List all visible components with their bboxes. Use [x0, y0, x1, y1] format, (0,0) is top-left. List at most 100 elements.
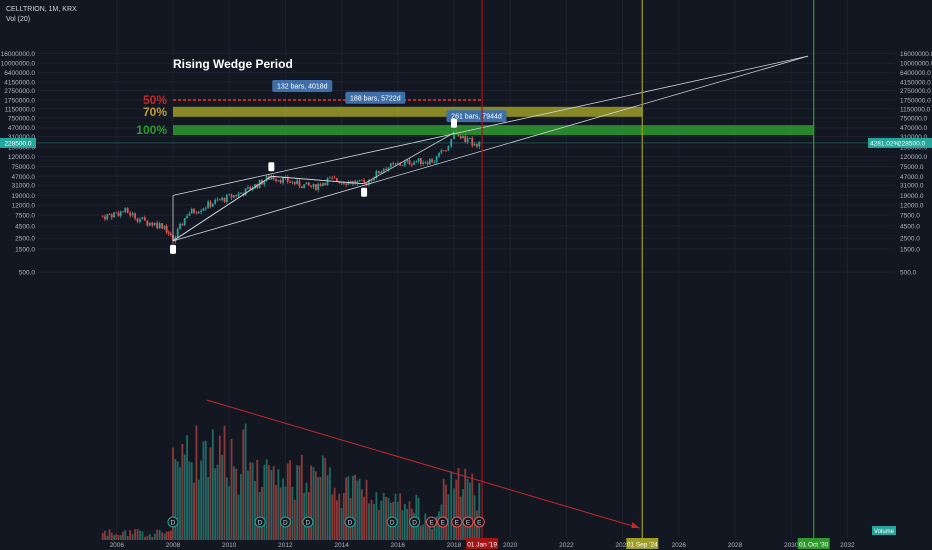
volume-bar: [354, 474, 356, 540]
y-tick-label-right: 2500.0: [900, 236, 920, 243]
candle-body: [289, 181, 291, 183]
volume-bar: [268, 465, 270, 540]
measure-box: [446, 110, 507, 123]
candle-body: [422, 162, 424, 164]
x-tick-label: 2006: [110, 542, 125, 549]
y-tick-label-left: 120000.0: [8, 154, 35, 161]
volume-bar: [426, 520, 429, 540]
y-tick-label-right: 470000.0: [900, 125, 927, 132]
dividend-badge: [302, 516, 314, 528]
candle-body: [190, 208, 193, 214]
y-tick-label-left: 47000.0: [12, 174, 36, 181]
candle-body: [188, 213, 191, 216]
level-label: 100%: [136, 123, 167, 137]
volume-bar: [151, 536, 154, 540]
measure-label: 188 bars, 5722d: [350, 95, 401, 102]
candle-body: [392, 163, 395, 165]
candle-body: [122, 211, 124, 213]
candle-body: [300, 186, 303, 189]
candle-body: [256, 184, 259, 188]
volume-bar: [115, 534, 118, 540]
candle-body: [197, 211, 200, 214]
volume-bar: [270, 469, 273, 540]
date-marker-label: 01 Sep '24: [627, 542, 658, 549]
volume-bar: [377, 509, 380, 540]
y-tick-label-right: 16000000.0: [900, 51, 932, 58]
dividend-badge: [167, 516, 179, 528]
badge-letter: E: [477, 520, 482, 527]
earnings-badge: [473, 516, 485, 528]
dividend-badge: [409, 516, 421, 528]
volume-bar: [406, 508, 409, 540]
candle-body: [428, 159, 431, 165]
date-marker-tag: [797, 538, 830, 549]
candle-body: [223, 197, 226, 202]
earnings-badge: [437, 516, 449, 528]
volume-bar: [190, 462, 193, 540]
candle-body: [408, 160, 411, 165]
wave-line: [172, 175, 272, 242]
x-tick-label: 2020: [503, 542, 518, 549]
volume-bar: [289, 460, 291, 540]
candle-body: [389, 163, 392, 168]
candle-body: [333, 177, 336, 179]
badge-letter: D: [283, 520, 288, 527]
last-price-tag-left: [0, 137, 36, 148]
candle-body: [131, 213, 134, 216]
candle-body: [272, 176, 275, 180]
candle-body: [139, 219, 141, 222]
volume-bar: [108, 529, 111, 540]
candle-body: [279, 179, 282, 183]
candle-body: [144, 217, 146, 221]
candle-body: [336, 178, 338, 182]
candle-body: [462, 136, 464, 139]
volume-bar: [207, 477, 210, 540]
volume-bar: [129, 530, 132, 540]
candle-body: [141, 217, 144, 220]
candle-body: [176, 229, 179, 238]
volume-bar: [478, 482, 481, 540]
volume-bar: [424, 513, 427, 540]
candle-body: [204, 207, 207, 209]
candle-body: [324, 183, 327, 185]
candle-body: [419, 158, 422, 164]
candle-body: [129, 212, 132, 216]
y-tick-label-left: 75000.0: [12, 164, 36, 171]
volume-bar: [263, 464, 266, 540]
volume-bar: [230, 438, 233, 540]
candle-body: [101, 216, 104, 218]
volume-bar: [146, 535, 149, 540]
candle-body: [277, 179, 280, 181]
candle-body: [202, 208, 205, 211]
x-tick-label: 2012: [278, 542, 293, 549]
candle-body: [113, 212, 115, 218]
y-tick-label-left: 310000.0: [8, 134, 35, 141]
volume-bar: [202, 441, 205, 540]
volume-bar: [307, 492, 310, 540]
volume-bar: [200, 460, 202, 540]
y-tick-label-left: 1750000.0: [4, 98, 35, 105]
volume-bar: [249, 462, 252, 540]
measure-box: [272, 80, 333, 92]
volume-bar: [169, 530, 172, 540]
level-band: [173, 125, 814, 136]
y-tick-label-right: 7500.0: [900, 213, 920, 220]
candle-body: [447, 146, 450, 151]
candle-body: [265, 176, 268, 181]
volume-bar: [119, 535, 122, 540]
volume-bar: [457, 467, 460, 540]
volume-bar: [216, 464, 219, 540]
candle-body: [305, 182, 308, 185]
volume-bar: [214, 468, 217, 540]
volume-bar: [232, 466, 235, 540]
volume-bar: [237, 494, 240, 540]
y-tick-label-right: 310000.0: [900, 134, 927, 141]
volume-bar: [104, 530, 106, 540]
candle-body: [151, 222, 154, 226]
candle-body: [193, 208, 195, 213]
badge-letter: D: [306, 520, 311, 527]
volume-bar: [314, 471, 317, 540]
candle-body: [368, 180, 370, 185]
volume-bar: [244, 423, 247, 540]
